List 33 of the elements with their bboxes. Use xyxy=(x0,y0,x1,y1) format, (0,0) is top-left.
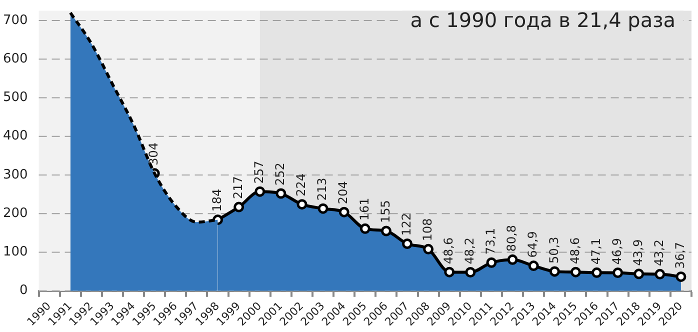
data-label: 204 xyxy=(336,181,350,204)
y-tick-label: 400 xyxy=(2,128,28,144)
y-tick-label: 700 xyxy=(2,12,28,28)
data-label: 213 xyxy=(315,178,330,201)
data-label: 161 xyxy=(357,198,372,221)
data-label: 252 xyxy=(273,162,288,186)
data-label: 257 xyxy=(252,160,266,184)
data-label: 184 xyxy=(210,188,224,212)
data-label: 122 xyxy=(399,212,414,236)
data-label: 43,9 xyxy=(630,239,645,266)
y-tick-label: 200 xyxy=(2,206,28,221)
data-label: 64,9 xyxy=(526,231,540,258)
data-label: 46,9 xyxy=(610,238,624,265)
data-label: 47,1 xyxy=(588,238,603,265)
data-label: 36,7 xyxy=(673,242,688,269)
data-label: 304 xyxy=(146,142,161,166)
annotation: а с 1990 года в 21,4 раза xyxy=(410,8,676,32)
data-label: 80,8 xyxy=(504,224,519,252)
data-label: 155 xyxy=(378,200,392,223)
y-tick-label: 500 xyxy=(2,90,28,106)
y-tick-label: 0 xyxy=(20,283,28,298)
data-label: 108 xyxy=(420,218,434,242)
data-label: 217 xyxy=(230,176,245,200)
data-label: 48,6 xyxy=(568,237,582,264)
data-label: 48,2 xyxy=(462,238,477,264)
data-label: 224 xyxy=(294,173,308,196)
y-tick-label: 100 xyxy=(2,244,28,260)
y-tick-label: 600 xyxy=(2,51,28,66)
y-tick-label: 300 xyxy=(2,167,28,182)
data-label: 48,6 xyxy=(442,237,456,264)
data-label: 43,2 xyxy=(652,239,666,266)
data-label: 73,1 xyxy=(484,228,498,255)
data-label: 50,3 xyxy=(546,236,561,264)
